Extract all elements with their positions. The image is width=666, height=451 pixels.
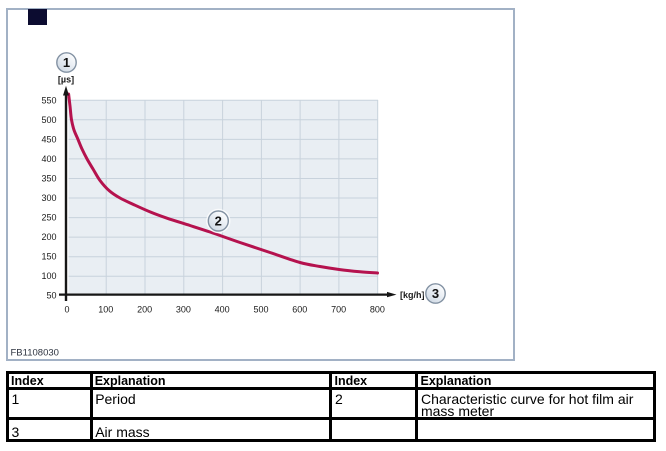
svg-text:550: 550 — [41, 95, 56, 105]
svg-text:350: 350 — [41, 174, 56, 184]
svg-text:1: 1 — [63, 55, 70, 70]
svg-text:450: 450 — [41, 134, 56, 144]
svg-text:50: 50 — [46, 290, 56, 300]
svg-text:200: 200 — [41, 232, 56, 242]
svg-text:[µs]: [µs] — [58, 75, 74, 85]
svg-text:150: 150 — [41, 252, 56, 262]
svg-text:800: 800 — [370, 305, 385, 315]
svg-text:0: 0 — [64, 305, 69, 315]
svg-text:600: 600 — [292, 305, 307, 315]
svg-text:300: 300 — [176, 305, 191, 315]
svg-text:2: 2 — [215, 214, 222, 229]
svg-text:400: 400 — [215, 305, 230, 315]
svg-text:700: 700 — [331, 305, 346, 315]
svg-text:FB1108030: FB1108030 — [11, 348, 59, 359]
svg-text:[kg/h]: [kg/h] — [400, 290, 425, 300]
svg-text:100: 100 — [98, 305, 113, 315]
svg-text:100: 100 — [41, 271, 56, 281]
svg-text:500: 500 — [253, 305, 268, 315]
svg-text:250: 250 — [41, 213, 56, 223]
svg-text:300: 300 — [41, 193, 56, 203]
svg-text:400: 400 — [41, 154, 56, 164]
svg-text:500: 500 — [41, 115, 56, 125]
svg-text:200: 200 — [137, 305, 152, 315]
svg-text:3: 3 — [432, 286, 439, 301]
